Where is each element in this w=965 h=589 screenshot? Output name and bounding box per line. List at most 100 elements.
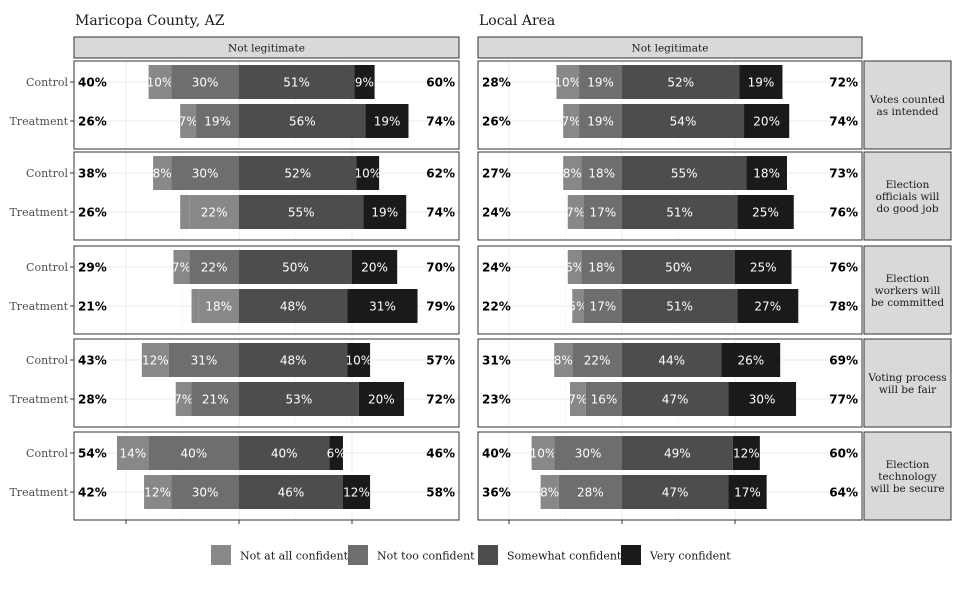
facet-panel-border [477, 338, 863, 428]
segment-label: 18% [205, 300, 232, 314]
panel-title-local-area: Local Area [479, 13, 555, 29]
bar-segment [735, 250, 792, 284]
bar-segment [144, 475, 172, 509]
bar-segment [239, 475, 343, 509]
bar-segment [189, 195, 239, 229]
bar-segment [173, 250, 190, 284]
bar-segment [171, 475, 239, 509]
total-right-label: 72% [426, 393, 455, 407]
total-right-label: 70% [426, 261, 455, 275]
legend-label: Not too confident [377, 550, 475, 563]
segment-label: 47% [662, 393, 689, 407]
bar-segment [329, 436, 343, 470]
bar-segment [239, 195, 364, 229]
strip-not-legitimate [73, 36, 460, 59]
segment-label: 21% [202, 393, 229, 407]
legend-swatch [211, 545, 231, 565]
segment-label: 40% [180, 447, 207, 461]
bar-segment [556, 65, 580, 99]
total-right-label: 58% [426, 486, 455, 500]
segment-label: 31% [191, 354, 218, 368]
segment-label: 12% [142, 354, 169, 368]
bar-segment [239, 343, 348, 377]
legend-label: Very confident [649, 550, 731, 563]
segment-label: 30% [749, 393, 776, 407]
bar-segment [567, 250, 582, 284]
total-left-label: 23% [482, 393, 511, 407]
bar-segment [191, 289, 199, 323]
bar-segment [622, 104, 745, 138]
facet-label-line: technology [878, 471, 937, 483]
bar-segment [153, 156, 172, 190]
facet-panel-border [477, 151, 863, 241]
segment-label: 48% [280, 354, 307, 368]
facet-panel-border [477, 60, 863, 150]
group-label-control: Control [26, 447, 68, 460]
segment-label: 10% [147, 76, 174, 90]
bar-segment [739, 65, 783, 99]
bar-segment [622, 382, 729, 416]
facet-strip [863, 338, 952, 428]
panel-title-maricopa: Maricopa County, AZ [75, 13, 225, 29]
bar-segment [721, 343, 781, 377]
facet-panel-border [73, 338, 460, 428]
bar-segment [239, 104, 366, 138]
bar-segment [585, 382, 622, 416]
segment-label: 52% [667, 76, 694, 90]
bar-segment [347, 343, 371, 377]
bar-segment [622, 436, 733, 470]
segment-label: 12% [343, 486, 370, 500]
bar-segment [554, 436, 622, 470]
bar-segment [239, 289, 348, 323]
strip-label: Not legitimate [632, 43, 709, 55]
segment-label: 44% [658, 354, 685, 368]
bar-segment [554, 343, 573, 377]
facet-panel-border [73, 60, 460, 150]
bar-segment [622, 475, 729, 509]
total-left-label: 21% [78, 300, 107, 314]
legend-label: Not at all confident [240, 550, 349, 563]
segment-label: 40% [271, 447, 298, 461]
bar-segment [180, 104, 197, 138]
total-right-label: 72% [829, 76, 858, 90]
total-right-label: 74% [426, 206, 455, 220]
bar-segment [365, 104, 409, 138]
segment-label: 18% [753, 167, 780, 181]
segment-label: 18% [588, 261, 615, 275]
bar-segment [579, 65, 622, 99]
bar-segment [567, 195, 584, 229]
segment-label: 17% [734, 486, 761, 500]
segment-label: 17% [589, 300, 616, 314]
segment-label: 50% [665, 261, 692, 275]
segment-label: 12% [733, 447, 760, 461]
bar-segment [728, 382, 797, 416]
segment-label: 10% [554, 76, 581, 90]
bar-segment [558, 475, 622, 509]
bar-segment [354, 65, 375, 99]
total-left-label: 40% [78, 76, 107, 90]
total-left-label: 43% [78, 354, 107, 368]
bar-segment [737, 289, 799, 323]
bar-segment [363, 195, 407, 229]
total-left-label: 26% [78, 206, 107, 220]
total-right-label: 74% [426, 115, 455, 129]
segment-label: 12% [144, 486, 171, 500]
segment-label: 30% [192, 167, 219, 181]
segment-label: 31% [369, 300, 396, 314]
bar-segment [622, 195, 738, 229]
segment-label: 10% [345, 354, 372, 368]
segment-label: 27% [754, 300, 781, 314]
total-left-label: 28% [482, 76, 511, 90]
segment-label: 8% [540, 486, 559, 500]
facet-label-line: officials will [876, 191, 940, 203]
legend-swatch [348, 545, 368, 565]
group-label-treatment: Treatment [9, 486, 68, 499]
total-left-label: 38% [78, 167, 107, 181]
segment-label: 22% [201, 261, 228, 275]
bar-segment [622, 65, 740, 99]
segment-label: 9% [355, 76, 374, 90]
facet-strip [863, 60, 952, 150]
segment-label: 10% [354, 167, 381, 181]
segment-label: 25% [750, 261, 777, 275]
legend-swatch [478, 545, 498, 565]
